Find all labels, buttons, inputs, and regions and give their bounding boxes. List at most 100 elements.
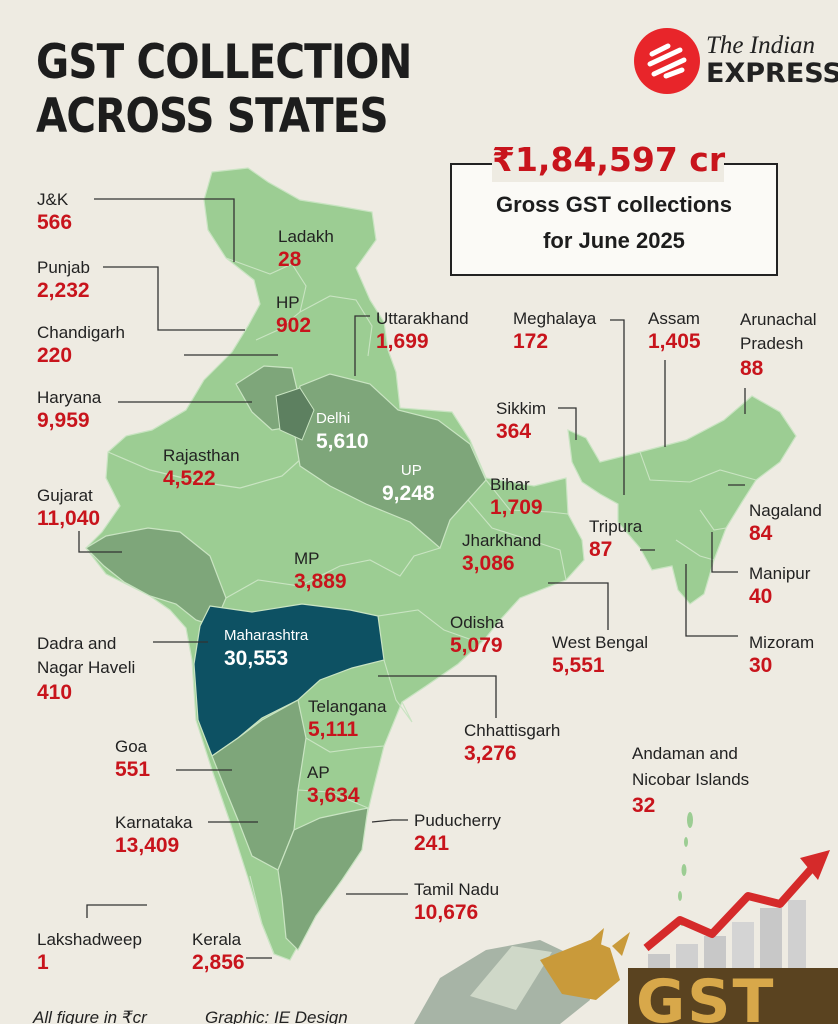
footer-graphic-credit: Graphic: IE Design [205,1008,348,1024]
page-title: GST COLLECTION ACROSS STATES [36,36,412,144]
state-value: 30 [749,654,773,677]
summary-total: ₹1,84,597 cr [492,138,725,182]
state-name: Haryana [37,388,102,407]
state-name: Meghalaya [513,309,597,328]
state-name: Mizoram [749,633,815,652]
state-name: Rajasthan [163,446,240,465]
leader-lines [78,198,746,959]
state-value: 410 [37,681,73,704]
state-name: Punjab [37,258,90,277]
state-value: 5,610 [316,430,369,453]
state-value: 32 [632,794,656,817]
state-label-mizoram: Mizoram 30 [749,632,814,678]
state-name: Assam [648,309,700,328]
islands [678,812,693,926]
state-value: 241 [414,832,450,855]
state-label-west-bengal: West Bengal 5,551 [552,632,648,678]
state-value: 1 [37,951,49,974]
state-name: Ladakh [278,227,334,246]
state-value: 10,676 [414,901,479,924]
state-label-telangana: Telangana 5,111 [308,696,386,742]
state-label-karnataka: Karnataka 13,409 [115,812,193,858]
state-label-delhi: Delhi 5,610 [316,408,369,454]
state-name: Chandigarh [37,323,125,342]
state-name: Bihar [490,475,530,494]
footer-units-note: All figure in ₹cr [33,1008,147,1024]
state-value: 3,276 [464,742,517,765]
state-label-ladakh: Ladakh 28 [278,226,334,272]
state-value: 364 [496,420,532,443]
state-value: 902 [276,314,312,337]
summary-caption-line-1: Gross GST collections [496,192,732,217]
state-value: 30,553 [224,647,289,670]
tamil-nadu-region [277,807,369,951]
state-value: 3,634 [307,784,360,807]
state-label-uttarakhand: Uttarakhand 1,699 [376,308,469,354]
state-label-jk: J&K 566 [37,189,72,235]
state-value: 5,079 [450,634,503,657]
state-value: 172 [513,330,549,353]
state-value: 3,086 [462,552,515,575]
state-name: Uttarakhand [376,309,469,328]
state-label-hp: HP 902 [276,292,311,338]
state-name: Manipur [749,564,811,583]
state-name: Dadra and Nagar Haveli [37,634,136,677]
state-value: 1,405 [648,330,701,353]
state-label-nagaland: Nagaland 84 [749,500,822,546]
delhi-region [275,387,315,441]
state-label-lakshadweep: Lakshadweep 1 [37,929,142,975]
state-label-meghalaya: Meghalaya 172 [513,308,596,354]
state-name: Karnataka [115,813,193,832]
up-region [293,373,487,550]
state-name: West Bengal [552,633,649,652]
state-label-gujarat: Gujarat 11,040 [37,485,100,531]
currency-bull-decoration [414,928,630,1024]
state-name: HP [276,293,300,312]
state-label-andaman-nicobar: Andaman and Nicobar Islands 32 [632,741,782,818]
state-name: Andaman and Nicobar Islands [632,744,750,789]
state-name: Sikkim [496,399,547,418]
gst-graphic-text: GST [636,967,775,1024]
state-label-kerala: Kerala 2,856 [192,929,245,975]
state-value: 88 [740,357,764,380]
karnataka-region [211,699,307,871]
state-label-chandigarh: Chandigarh 220 [37,322,125,368]
gst-growth-graphic [628,850,838,1024]
state-name: Arunachal Pradesh [740,310,817,353]
publisher-name-line-1: The Indian [706,32,816,59]
summary-caption-line-2: for June 2025 [543,228,685,253]
state-label-haryana: Haryana 9,959 [37,387,101,433]
state-label-up: UP 9,248 [382,460,435,506]
publisher-logo: The Indian EXPRESS [634,28,838,100]
state-name: AP [307,763,330,782]
state-value: 9,248 [382,482,435,505]
state-name: Lakshadweep [37,930,142,949]
state-value: 3,889 [294,570,347,593]
state-label-maharashtra: Maharashtra 30,553 [224,625,308,671]
state-value: 551 [115,758,151,781]
state-label-punjab: Punjab 2,232 [37,257,90,303]
state-value: 4,522 [163,467,216,490]
state-label-goa: Goa 551 [115,736,150,782]
state-label-tripura: Tripura 87 [589,516,642,562]
state-name: J&K [37,190,69,209]
state-label-dadra-nagar-haveli: Dadra and Nagar Haveli 410 [37,632,157,705]
state-value: 11,040 [37,507,101,530]
state-label-rajasthan: Rajasthan 4,522 [163,445,240,491]
state-label-bihar: Bihar 1,709 [490,474,543,520]
state-label-assam: Assam 1,405 [648,308,701,354]
title-line-1: GST COLLECTION [36,35,412,90]
state-label-ap: AP 3,634 [307,762,360,808]
state-value: 40 [749,585,773,608]
state-value: 2,856 [192,951,245,974]
state-name: Nagaland [749,501,822,520]
state-borders [225,257,757,955]
state-value: 28 [278,248,302,271]
state-name: Tripura [589,517,643,536]
state-label-odisha: Odisha 5,079 [450,612,504,658]
title-line-2: ACROSS STATES [36,89,389,144]
state-name: Odisha [450,613,504,632]
publisher-name-line-2: EXPRESS [706,58,838,89]
